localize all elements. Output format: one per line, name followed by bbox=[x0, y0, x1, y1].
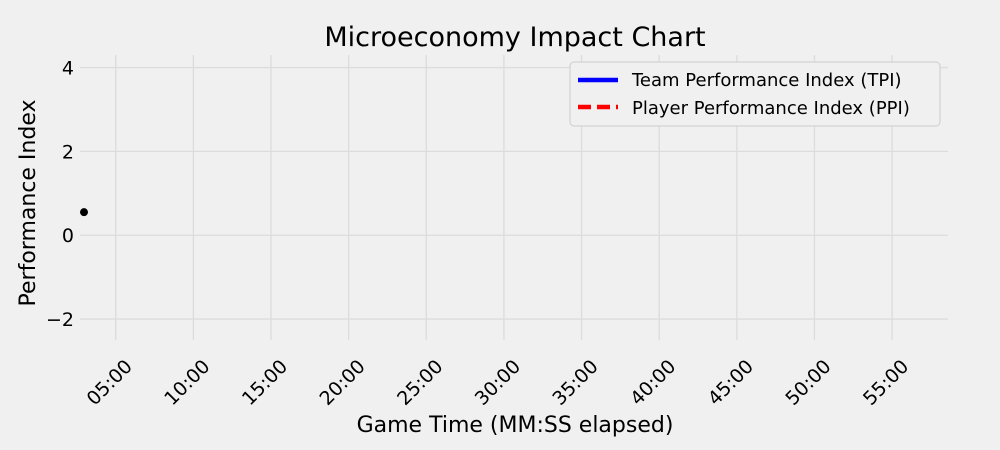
x-tick-label: 30:00 bbox=[471, 356, 525, 410]
x-tick-label: 15:00 bbox=[238, 356, 292, 410]
plot-area bbox=[80, 208, 88, 217]
x-tick-label: 35:00 bbox=[548, 356, 602, 410]
chart-title: Microeconomy Impact Chart bbox=[324, 22, 705, 53]
y-tick-label: 0 bbox=[62, 225, 74, 247]
x-tick-label: 45:00 bbox=[704, 356, 758, 410]
y-tick-label: 2 bbox=[62, 141, 74, 163]
x-tick-label: 40:00 bbox=[626, 356, 680, 410]
legend-box bbox=[569, 61, 941, 127]
x-tick-label: 55:00 bbox=[859, 356, 913, 410]
x-tick-labels: 05:00 10:00 15:00 20:00 25:00 30:00 35:00 40:00… bbox=[83, 356, 914, 410]
x-tick-label: 50:00 bbox=[781, 356, 835, 410]
x-tick-label: 20:00 bbox=[315, 356, 369, 410]
y-tick-labels: −2 0 2 4 bbox=[46, 58, 74, 331]
x-axis-label: Game Time (MM:SS elapsed) bbox=[357, 413, 674, 438]
legend-label-ppi: Player Performance Index (PPI) bbox=[632, 98, 910, 119]
y-tick-label: −2 bbox=[46, 309, 74, 331]
y-tick-label: 4 bbox=[62, 58, 74, 80]
x-tick-label: 10:00 bbox=[160, 356, 214, 410]
legend-label-tpi: Team Performance Index (TPI) bbox=[631, 70, 902, 91]
x-tick-label: 05:00 bbox=[83, 356, 137, 410]
y-axis-label: Performance Index bbox=[16, 100, 41, 307]
x-tick-label: 25:00 bbox=[393, 356, 447, 410]
data-point bbox=[80, 208, 88, 217]
legend: Team Performance Index (TPI) Player Perf… bbox=[569, 61, 941, 127]
